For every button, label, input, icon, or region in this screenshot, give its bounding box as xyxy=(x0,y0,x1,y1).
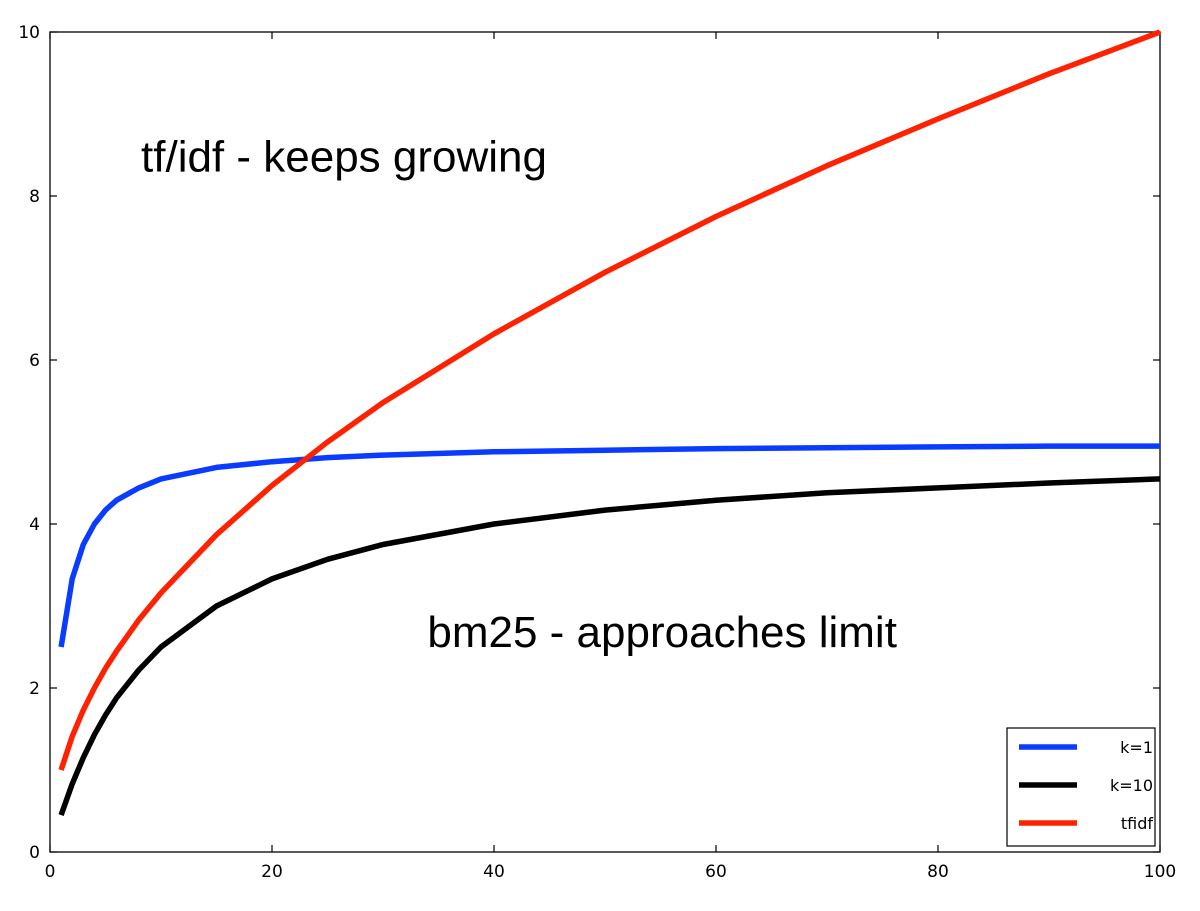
legend-label: k=10 xyxy=(1110,776,1153,795)
legend-label: tfidf xyxy=(1121,814,1154,833)
ticks: 0 20 40 60 80 100 0 2 4 6 8 10 xyxy=(18,23,1176,882)
x-tick-label: 20 xyxy=(261,862,283,882)
y-tick-label: 4 xyxy=(29,515,40,535)
y-tick-label: 2 xyxy=(29,679,40,699)
legend-label: k=1 xyxy=(1120,738,1153,757)
series-line-2 xyxy=(58,29,1161,771)
y-tick-label: 10 xyxy=(18,23,40,43)
series-line-1 xyxy=(58,476,1161,817)
annotation-1: bm25 - approaches limit xyxy=(427,608,897,657)
x-tick-label: 60 xyxy=(705,862,727,882)
x-tick-label: 0 xyxy=(45,862,56,882)
plot-area xyxy=(49,31,1161,853)
annotations: tf/idf - keeps growing bm25 - approaches … xyxy=(141,132,897,657)
y-tick-label: 0 xyxy=(29,843,40,863)
y-tick-label: 6 xyxy=(29,351,40,371)
y-tick-label: 8 xyxy=(29,187,40,207)
x-tick-label: 40 xyxy=(483,862,505,882)
series-line-0 xyxy=(58,443,1160,648)
x-tick-label: 80 xyxy=(927,862,949,882)
legend: k=1 k=10 tfidf xyxy=(1006,727,1156,847)
annotation-0: tf/idf - keeps growing xyxy=(141,132,547,181)
x-tick-label: 100 xyxy=(1144,862,1176,882)
series-lines xyxy=(58,29,1161,817)
